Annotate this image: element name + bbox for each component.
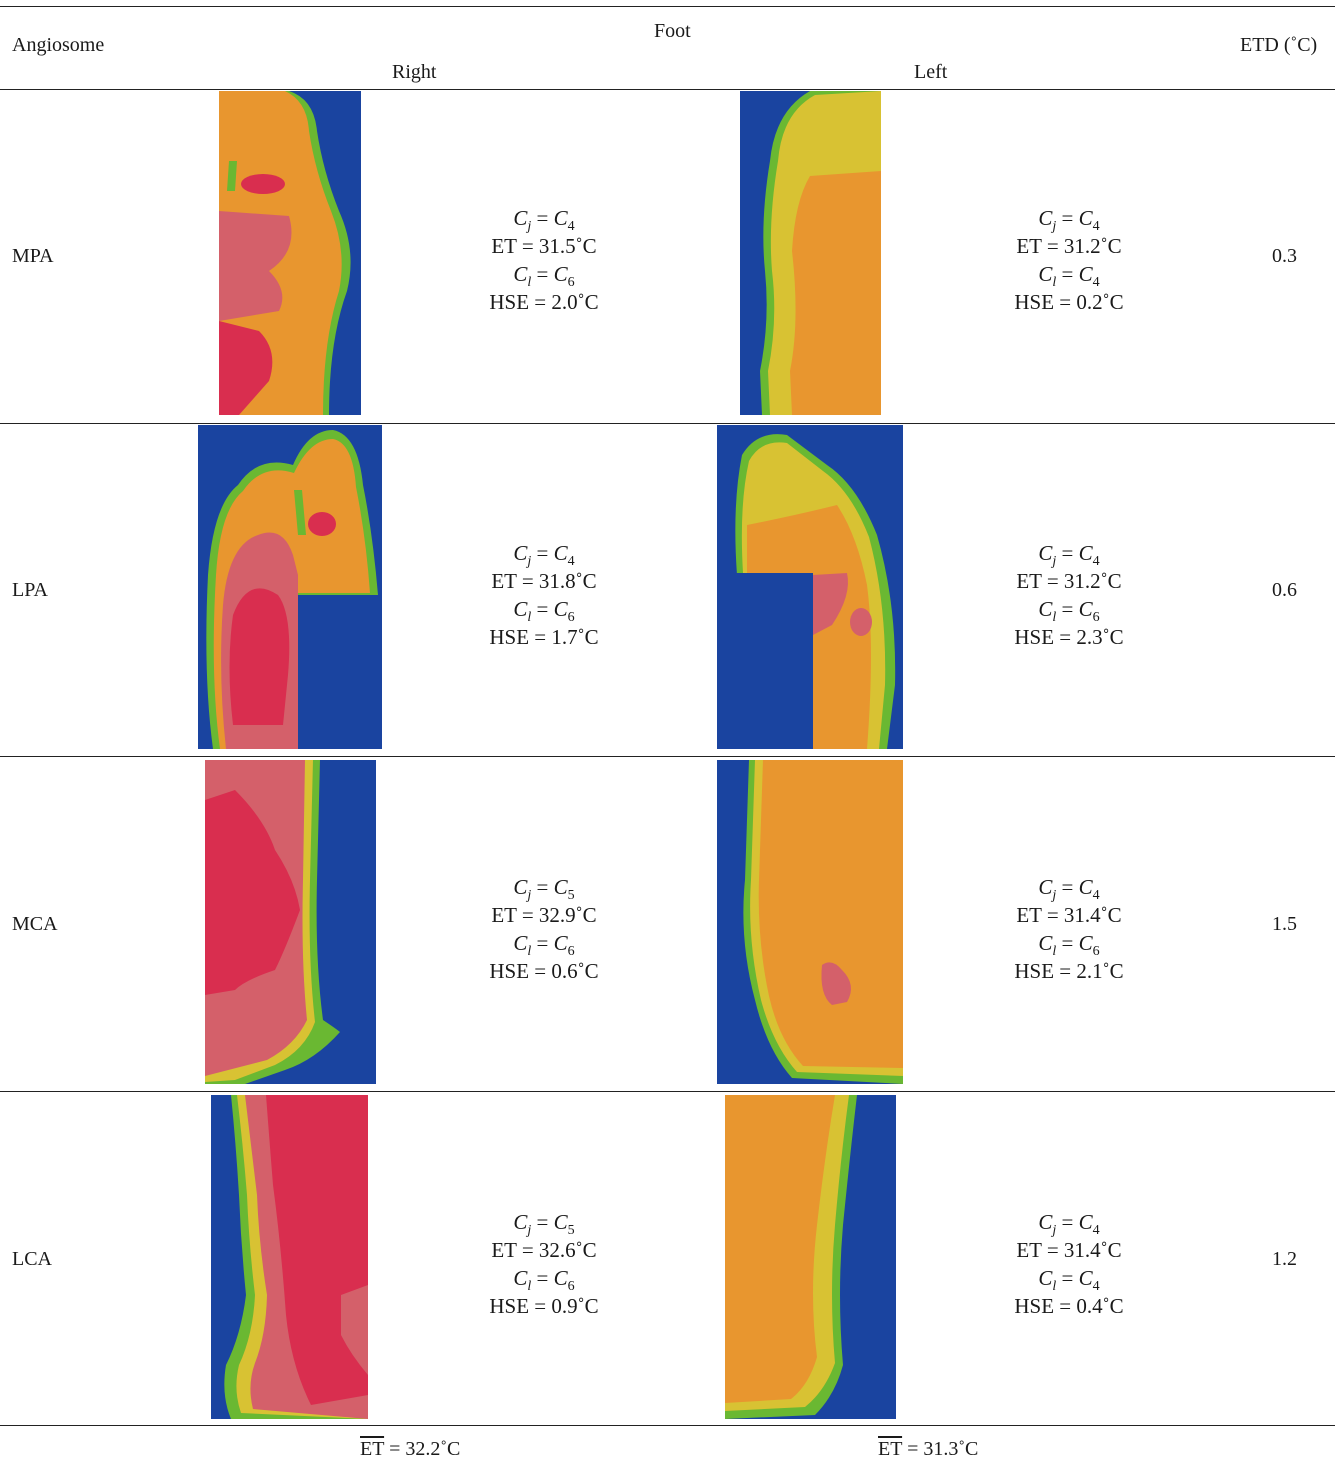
average-et-right-value: = 32.2˚C: [384, 1438, 461, 1460]
etd-value-lpa: 0.6: [1272, 579, 1297, 601]
bottom-rule: [0, 1425, 1335, 1426]
average-et-right: ET = 32.2˚C: [360, 1438, 460, 1461]
row-label-lpa: LPA: [12, 579, 48, 601]
thermogram-mca-right: [205, 760, 376, 1084]
metrics-mca-right: Cj = C5 ET = 32.9˚C Cl = C6 HSE = 0.6˚C: [489, 875, 599, 983]
column-header-left: Left: [914, 61, 948, 83]
top-rule: [0, 6, 1335, 7]
average-et-left-value: = 31.3˚C: [902, 1438, 979, 1460]
average-et-left-label: ET: [878, 1438, 903, 1460]
metrics-lpa-left: Cj = C4 ET = 31.2˚C Cl = C6 HSE = 2.3˚C: [1014, 541, 1124, 649]
row-rule-2: [0, 756, 1335, 757]
etd-value-lca: 1.2: [1272, 1248, 1297, 1270]
row-label-mpa: MPA: [12, 245, 54, 267]
thermogram-mca-left: [717, 760, 903, 1084]
metrics-mca-left: Cj = C4 ET = 31.4˚C Cl = C6 HSE = 2.1˚C: [1014, 875, 1124, 983]
column-header-etd: ETD (˚C): [1240, 34, 1318, 56]
row-label-mca: MCA: [12, 913, 58, 935]
row-label-lca: LCA: [12, 1248, 52, 1270]
average-et-left: ET = 31.3˚C: [878, 1438, 978, 1461]
thermogram-lca-left: [725, 1095, 896, 1419]
column-header-right: Right: [392, 61, 437, 83]
metrics-mpa-left: Cj = C4 ET = 31.2˚C Cl = C4 HSE = 0.2˚C: [1014, 206, 1124, 314]
metrics-lpa-right: Cj = C4 ET = 31.8˚C Cl = C6 HSE = 1.7˚C: [489, 541, 599, 649]
etd-value-mpa: 0.3: [1272, 245, 1297, 267]
metrics-lca-left: Cj = C4 ET = 31.4˚C Cl = C4 HSE = 0.4˚C: [1014, 1210, 1124, 1318]
thermogram-mpa-right: [219, 91, 361, 415]
metrics-mpa-right: Cj = C4 ET = 31.5˚C Cl = C6 HSE = 2.0˚C: [489, 206, 599, 314]
column-header-foot: Foot: [654, 20, 691, 42]
thermogram-lca-right: [211, 1095, 368, 1419]
row-rule-3: [0, 1091, 1335, 1092]
etd-value-mca: 1.5: [1272, 913, 1297, 935]
thermogram-mpa-left: [740, 91, 881, 415]
thermogram-lpa-right: [198, 425, 382, 749]
metrics-lca-right: Cj = C5 ET = 32.6˚C Cl = C6 HSE = 0.9˚C: [489, 1210, 599, 1318]
average-et-right-label: ET: [360, 1438, 385, 1460]
column-header-angiosome: Angiosome: [12, 34, 105, 56]
header-rule: [0, 89, 1335, 90]
row-rule-1: [0, 423, 1335, 424]
thermogram-lpa-left: [717, 425, 903, 749]
